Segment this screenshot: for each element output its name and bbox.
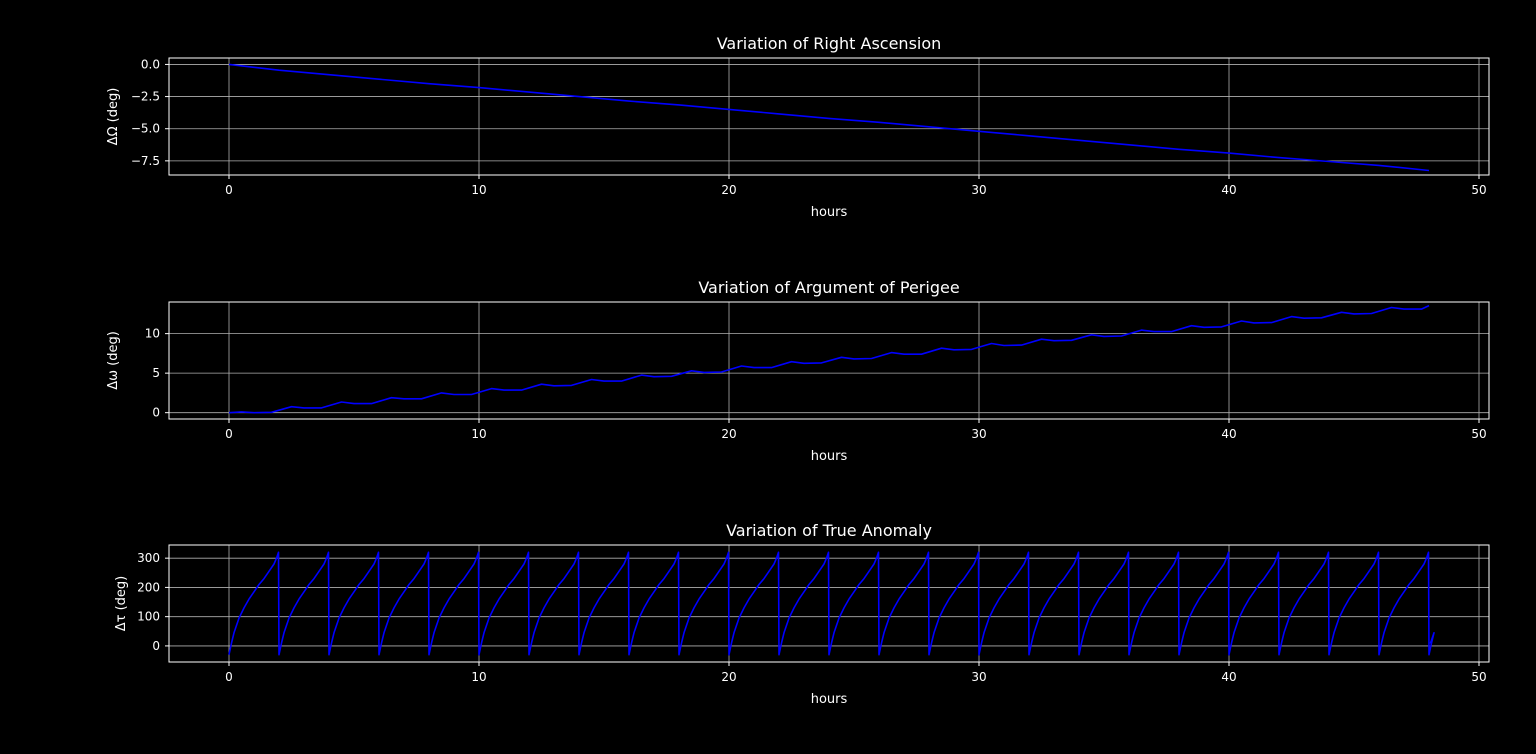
y-tick-label: 0 xyxy=(152,406,160,420)
subplot-title: Variation of True Anomaly xyxy=(726,521,932,540)
axes-frame xyxy=(168,301,1490,420)
y-axis-label: Δω (deg) xyxy=(106,331,121,390)
axes-frame xyxy=(168,544,1490,663)
y-tick-label: −5.0 xyxy=(131,122,160,136)
x-tick-label: 30 xyxy=(971,670,986,684)
x-tick-label: 10 xyxy=(471,670,486,684)
series-line xyxy=(228,551,1435,656)
x-tick-label: 50 xyxy=(1471,183,1486,197)
x-tick-label: 20 xyxy=(721,427,736,441)
x-tick-label: 30 xyxy=(971,183,986,197)
y-axis-label: ΔΩ (deg) xyxy=(106,88,121,146)
x-tick-label: 10 xyxy=(471,427,486,441)
y-tick-label: 300 xyxy=(137,551,160,565)
x-tick-label: 20 xyxy=(721,670,736,684)
y-tick-label: 10 xyxy=(145,327,160,341)
x-tick-label: 0 xyxy=(225,670,233,684)
x-tick-label: 30 xyxy=(971,427,986,441)
x-tick-label: 10 xyxy=(471,183,486,197)
subplot-3: 0 10 20 30 40 50 0 100 200 300 Variation of True A… xyxy=(114,521,1490,707)
x-axis-label: hours xyxy=(811,692,848,707)
x-tick-label: 50 xyxy=(1471,670,1486,684)
x-axis-label: hours xyxy=(811,205,848,220)
y-axis-label: Δτ (deg) xyxy=(114,576,129,632)
subplot-title: Variation of Argument of Perigee xyxy=(698,278,959,297)
x-tick-label: 40 xyxy=(1221,670,1236,684)
y-tick-label: −7.5 xyxy=(131,154,160,168)
series-line xyxy=(228,304,1430,414)
subplot-2: 0 10 20 30 40 50 0 5 10 Variation of Argument of … xyxy=(106,278,1490,464)
y-tick-label: 100 xyxy=(137,610,160,624)
y-tick-label: 5 xyxy=(152,366,160,380)
x-tick-label: 50 xyxy=(1471,427,1486,441)
subplot-title: Variation of Right Ascension xyxy=(717,34,942,53)
y-tick-label: −2.5 xyxy=(131,90,160,104)
subplot-1: 0 10 20 30 40 50 0.0 −2.5 −5.0 −7.5 Variation of R… xyxy=(106,34,1490,220)
x-tick-label: 0 xyxy=(225,183,233,197)
axes-frame xyxy=(168,57,1490,176)
x-axis-label: hours xyxy=(811,449,848,464)
x-tick-label: 40 xyxy=(1221,183,1236,197)
y-tick-label: 0 xyxy=(152,639,160,653)
x-tick-label: 40 xyxy=(1221,427,1236,441)
x-tick-label: 0 xyxy=(225,427,233,441)
y-tick-label: 200 xyxy=(137,580,160,594)
series-line xyxy=(228,63,1430,172)
x-tick-label: 20 xyxy=(721,183,736,197)
y-tick-label: 0.0 xyxy=(141,57,160,71)
